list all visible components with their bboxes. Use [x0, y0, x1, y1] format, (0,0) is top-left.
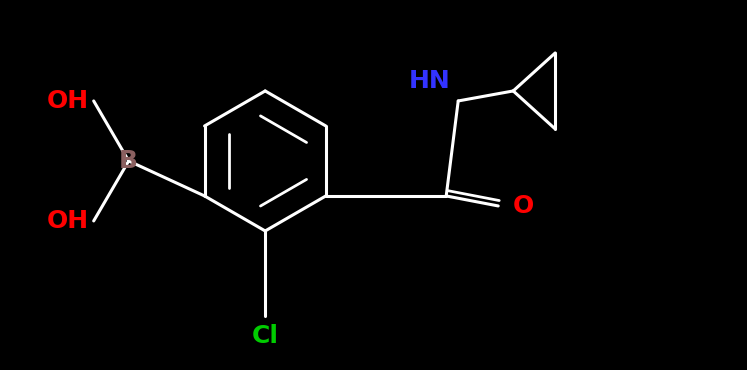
Text: OH: OH: [46, 209, 89, 233]
Text: OH: OH: [46, 89, 89, 113]
Text: Cl: Cl: [252, 324, 279, 348]
Text: HN: HN: [409, 69, 450, 93]
Text: B: B: [120, 149, 138, 173]
Text: O: O: [513, 194, 534, 218]
